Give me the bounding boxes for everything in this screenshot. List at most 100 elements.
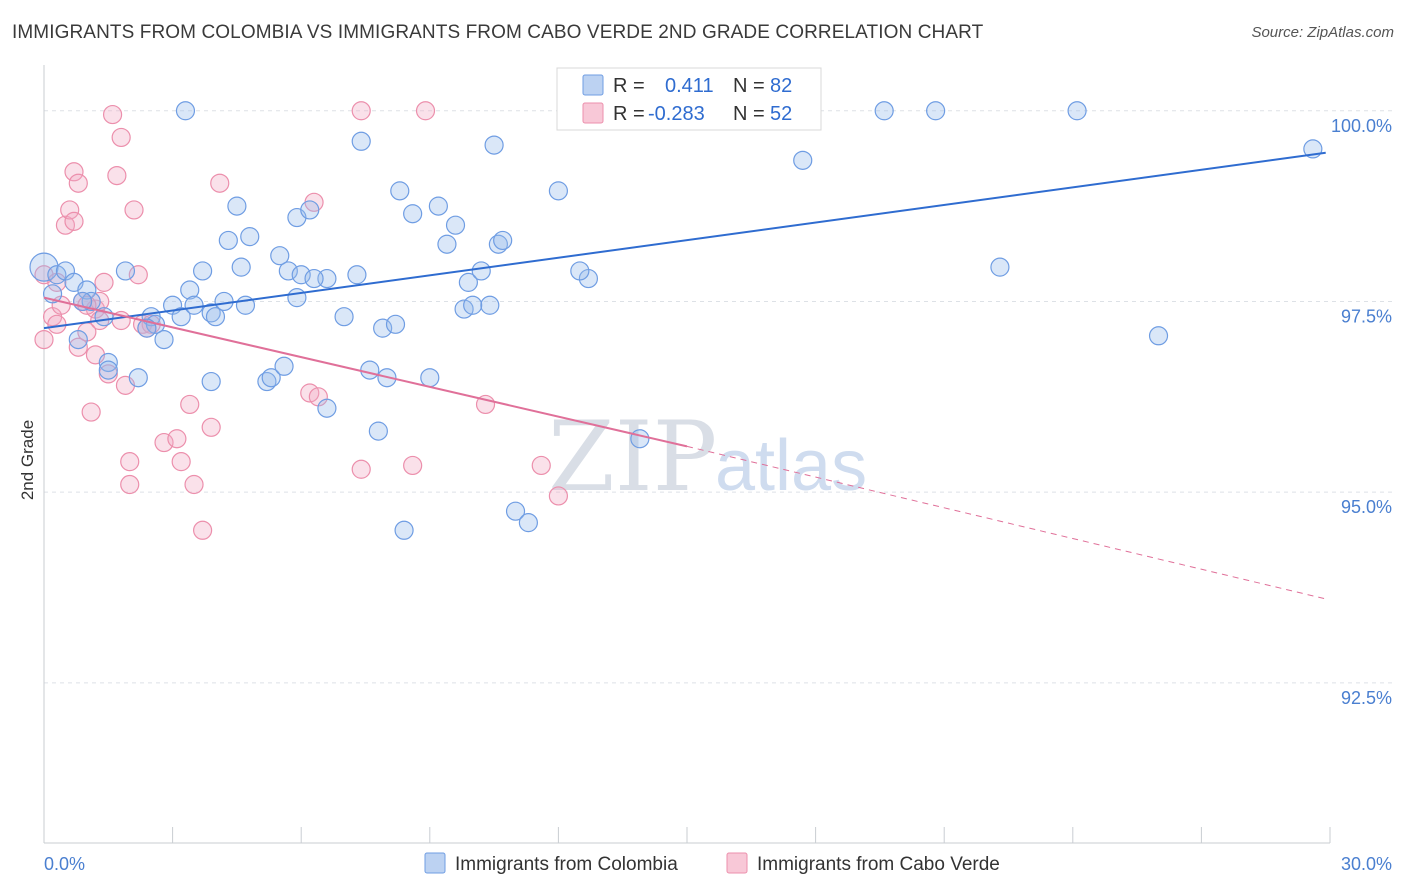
source-label: Source: ZipAtlas.com xyxy=(1251,24,1394,41)
y-tick-label-3: 92.5% xyxy=(1341,688,1392,708)
legend-r-label-caboverde: R = xyxy=(613,103,645,125)
colombia-point xyxy=(137,318,157,338)
colombia-point xyxy=(445,215,466,235)
colombia-point xyxy=(175,101,196,121)
colombia-point xyxy=(304,268,324,289)
caboverde-point xyxy=(154,432,174,453)
trend-line-colombia xyxy=(43,151,1326,330)
colombia-point xyxy=(373,318,393,338)
colombia-point xyxy=(68,329,88,350)
caboverde-point xyxy=(351,459,371,479)
colombia-point xyxy=(214,291,234,312)
colombia-point xyxy=(394,520,414,540)
caboverde-point xyxy=(531,455,551,476)
series-colombia-points xyxy=(29,101,1323,540)
caboverde-point xyxy=(184,474,204,495)
colombia-point xyxy=(437,234,457,254)
colombia-point xyxy=(287,288,307,308)
colombia-point xyxy=(1148,326,1169,346)
colombia-point xyxy=(227,196,247,216)
legend-n-value-colombia: 82 xyxy=(770,75,792,97)
caboverde-point xyxy=(403,455,423,476)
colombia-point xyxy=(205,307,226,327)
colombia-point xyxy=(570,261,590,281)
colombia-point xyxy=(334,307,354,327)
caboverde-point xyxy=(124,200,144,220)
colombia-point xyxy=(518,513,538,533)
caboverde-point xyxy=(107,165,127,186)
bottom-legend-label-colombia: Immigrants from Colombia xyxy=(455,854,678,875)
caboverde-point xyxy=(180,394,200,415)
colombia-point xyxy=(463,295,483,315)
caboverde-point xyxy=(167,429,187,449)
bottom-legend: Immigrants from Colombia Immigrants from… xyxy=(424,852,1000,875)
colombia-point xyxy=(630,429,650,449)
colombia-point xyxy=(484,135,504,155)
caboverde-point xyxy=(64,162,84,182)
caboverde-point xyxy=(120,474,140,495)
colombia-point xyxy=(471,261,491,281)
colombia-point xyxy=(77,280,97,300)
colombia-point xyxy=(548,181,569,201)
watermark-zip: ZIP xyxy=(548,401,717,513)
colombia-point xyxy=(505,501,526,521)
caboverde-point xyxy=(120,452,140,472)
colombia-point xyxy=(171,307,191,327)
colombia-point xyxy=(420,368,440,388)
colombia-point xyxy=(385,314,406,334)
colombia-point xyxy=(300,200,320,220)
y-tick-label-1: 97.5% xyxy=(1341,306,1392,326)
colombia-point xyxy=(428,196,448,216)
caboverde-point xyxy=(34,329,54,350)
bottom-legend-swatch-colombia xyxy=(424,852,446,874)
caboverde-point xyxy=(351,101,371,121)
caboverde-point xyxy=(68,173,88,193)
caboverde-point xyxy=(415,101,436,121)
legend-r-value-colombia: 0.411 xyxy=(665,75,714,97)
colombia-point xyxy=(274,356,294,376)
colombia-point xyxy=(368,421,388,441)
legend-n-value-caboverde: 52 xyxy=(770,103,792,125)
caboverde-point xyxy=(201,417,221,437)
colombia-point xyxy=(29,252,59,282)
colombia-point xyxy=(347,265,367,285)
x-tick-label-min: 0.0% xyxy=(44,854,85,874)
y-tick-label-0: 100.0% xyxy=(1331,116,1392,136)
caboverde-point xyxy=(60,200,80,220)
legend-swatch-colombia xyxy=(582,74,604,96)
trend-lines xyxy=(43,151,1326,600)
caboverde-point xyxy=(111,127,131,148)
colombia-point xyxy=(261,368,281,388)
watermark-atlas: atlas xyxy=(715,426,867,506)
bottom-legend-swatch-caboverde xyxy=(726,852,748,874)
y-tick-label-2: 95.0% xyxy=(1341,497,1392,517)
legend-box: R = 0.411 N = 82 R = -0.283 N = 52 xyxy=(556,67,822,131)
colombia-point xyxy=(390,181,410,201)
axes xyxy=(43,65,1331,844)
caboverde-point xyxy=(47,314,67,334)
caboverde-point xyxy=(94,272,114,292)
caboverde-point xyxy=(193,520,213,540)
bottom-legend-label-caboverde: Immigrants from Cabo Verde xyxy=(757,854,1000,875)
legend-r-label-colombia: R = xyxy=(613,75,645,97)
caboverde-point xyxy=(128,265,148,285)
legend-n-label-colombia: N = xyxy=(733,75,765,97)
caboverde-point xyxy=(210,173,230,193)
colombia-point xyxy=(278,261,298,281)
colombia-point xyxy=(291,265,311,285)
legend-r-value-caboverde: -0.283 xyxy=(648,103,705,125)
colombia-point xyxy=(874,101,894,121)
colombia-point xyxy=(480,295,500,315)
colombia-point xyxy=(240,227,260,247)
y-tick-labels: 100.0% 97.5% 95.0% 92.5% xyxy=(1331,116,1392,708)
colombia-point xyxy=(990,257,1010,277)
colombia-point xyxy=(98,360,118,380)
colombia-point xyxy=(270,246,290,266)
colombia-point xyxy=(184,295,204,315)
colombia-point xyxy=(926,101,946,121)
colombia-point xyxy=(218,230,238,251)
colombia-point xyxy=(115,261,136,281)
chart-title: IMMIGRANTS FROM COLOMBIA VS IMMIGRANTS F… xyxy=(12,22,984,43)
colombia-point xyxy=(360,360,380,380)
legend-n-label-caboverde: N = xyxy=(733,103,765,125)
